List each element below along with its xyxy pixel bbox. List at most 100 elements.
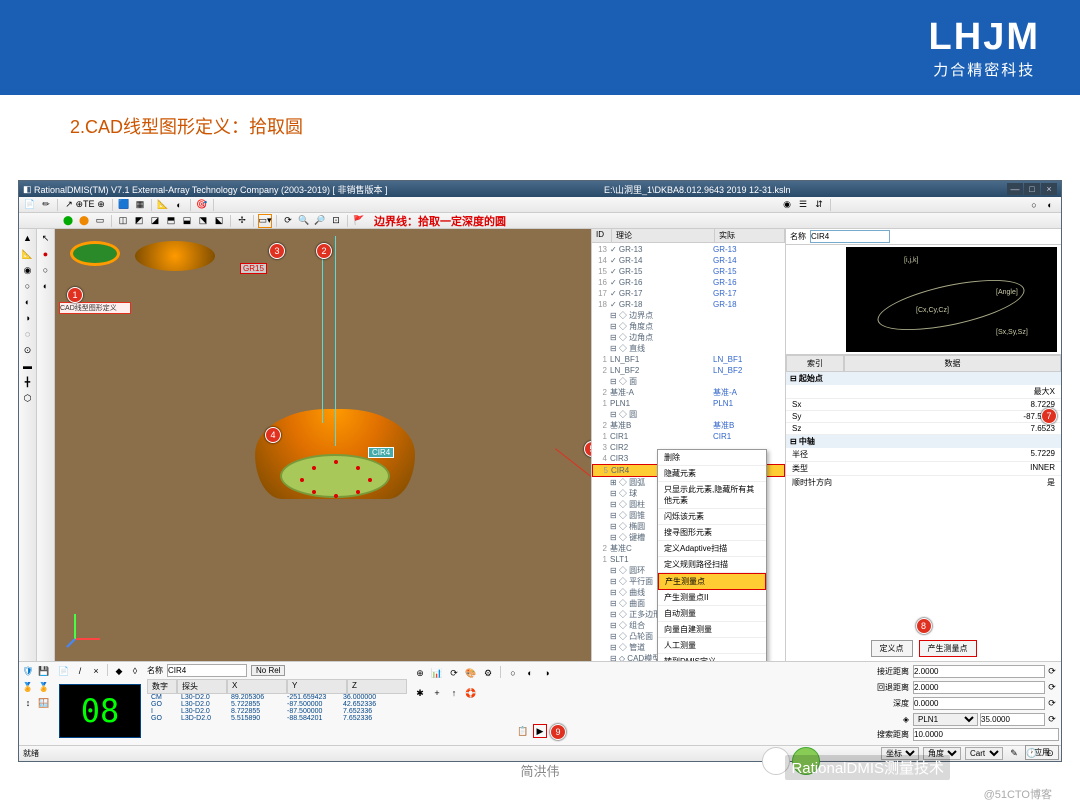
feature-tree[interactable]: ID 理论 实际 13✓ GR-13GR-1314✓ GR-14GR-1415✓… (591, 229, 786, 661)
tree-row[interactable]: ⊟ ◇ 圆 (592, 409, 785, 420)
preview-3d[interactable]: [i,j,k] [Angle] [Cx,Cy,Cz] [Sx,Sy,Sz] (846, 247, 1057, 352)
view-icon[interactable]: ⟳ (281, 214, 295, 228)
bl-icon[interactable]: 🪟 (37, 696, 51, 710)
mt-icon[interactable]: ◑ (540, 666, 554, 680)
prop-name-input[interactable] (810, 230, 890, 243)
tree-row[interactable]: ⊟ ◇ 面 (592, 376, 785, 387)
mt-icon[interactable]: ○ (506, 666, 520, 680)
tree-row[interactable]: ⊟ ◇ 边界点 (592, 310, 785, 321)
tree-row[interactable]: 16✓ GR-16GR-16 (592, 277, 785, 288)
ctx-item[interactable]: 隐藏元素 (658, 466, 766, 482)
coord-row[interactable]: CML30-D2.089.205306-251.65942336.000000 (147, 694, 407, 701)
view-icon[interactable]: 🚩 (352, 214, 366, 228)
lt2-icon[interactable]: ↖ (39, 231, 53, 245)
lt-icon[interactable]: ╋ (21, 375, 35, 389)
bl-icon[interactable]: 🏅 (37, 680, 51, 694)
param-input[interactable] (913, 681, 1045, 694)
mini-icon[interactable]: ◊ (128, 664, 142, 678)
prop-tab-index[interactable]: 索引 (786, 355, 844, 372)
tree-row[interactable]: ⊟ ◇ 直线 (592, 343, 785, 354)
mt-icon[interactable]: 🛟 (464, 686, 478, 700)
tree-row[interactable]: 17✓ GR-17GR-17 (592, 288, 785, 299)
generate-points-button[interactable]: 产生测量点 (919, 640, 977, 657)
prop-tab-data[interactable]: 数据 (844, 355, 1061, 372)
lt-icon[interactable]: ◑ (21, 311, 35, 325)
lt-icon[interactable]: 📐 (21, 247, 35, 261)
prop-row[interactable]: 半径5.7229 (786, 448, 1061, 462)
tool-icon[interactable]: ⇵ (812, 198, 826, 212)
lt-icon[interactable]: ▬ (21, 359, 35, 373)
mt-icon[interactable]: 📋 (516, 724, 530, 738)
tool-icon[interactable]: ▦ (133, 198, 147, 212)
lt2-icon[interactable]: ○ (39, 263, 53, 277)
tree-row[interactable]: 2 基准B基准B (592, 420, 785, 431)
lt2-icon[interactable]: ● (39, 247, 53, 261)
mt-icon[interactable]: ⟳ (447, 666, 461, 680)
maximize-button[interactable]: □ (1024, 183, 1040, 195)
tool-icon[interactable]: ◐ (172, 198, 186, 212)
st-icon[interactable]: ⊙ (1043, 747, 1057, 761)
tool-icon[interactable]: 📄 (23, 198, 37, 212)
status-sel-3[interactable]: Cart (965, 747, 1003, 760)
ctx-item[interactable]: 删除 (658, 450, 766, 466)
tree-row[interactable]: 2 LN_BF2LN_BF2 (592, 365, 785, 376)
lt-icon[interactable]: ◌ (21, 327, 35, 341)
ctx-item[interactable]: 转到DMIS定义 (658, 654, 766, 661)
view-icon[interactable]: ⬤ (61, 214, 75, 228)
view-icon[interactable]: ⬒ (164, 214, 178, 228)
param-icon[interactable]: ⟳ (1045, 696, 1059, 710)
define-point-button[interactable]: 定义点 (871, 640, 913, 657)
ctx-item[interactable]: 向量自建测量 (658, 622, 766, 638)
prop-row[interactable]: Sy-87.5000 (786, 411, 1061, 423)
prop-row[interactable]: 顺时针方向是 (786, 476, 1061, 487)
param-input[interactable] (913, 697, 1045, 710)
tool-icon[interactable]: 🟦 (117, 198, 131, 212)
mt-icon[interactable]: ▶ (533, 724, 547, 738)
lt-icon[interactable]: ◉ (21, 263, 35, 277)
lt-icon[interactable]: ○ (21, 279, 35, 293)
ctx-item[interactable]: 产生测量点II (658, 590, 766, 606)
tree-row[interactable]: ⊟ ◇ 角度点 (592, 321, 785, 332)
lt2-icon[interactable]: ◐ (39, 279, 53, 293)
prop-row[interactable]: 类型INNER (786, 462, 1061, 476)
tool-icon[interactable]: ✏ (39, 198, 53, 212)
tool-icon[interactable]: ◐ (1043, 198, 1057, 212)
param-icon[interactable]: ⟳ (1045, 680, 1059, 694)
lt-icon[interactable]: ▲ (21, 231, 35, 245)
bl-icon[interactable]: 💾 (37, 664, 51, 678)
mt-icon[interactable]: ◐ (523, 666, 537, 680)
tree-row[interactable]: 1 LN_BF1LN_BF1 (592, 354, 785, 365)
st-icon[interactable]: ✎ (1007, 747, 1021, 761)
mt-icon[interactable]: + (430, 686, 444, 700)
tool-icon[interactable]: ◉ (780, 198, 794, 212)
view-icon[interactable]: ⬤ (77, 214, 91, 228)
tool-icon[interactable]: 📐 (156, 198, 170, 212)
prop-row[interactable]: Sz7.6523 (786, 423, 1061, 435)
lt-icon[interactable]: ⊙ (21, 343, 35, 357)
context-menu[interactable]: 删除隐藏元素只显示此元素,隐藏所有其他元素闪烁该元素搜寻图形元素定义Adapti… (657, 449, 767, 661)
tree-row[interactable]: 1 CIR1CIR1 (592, 431, 785, 442)
view-icon[interactable]: ◩ (132, 214, 146, 228)
st-icon[interactable]: 🕐 (1025, 747, 1039, 761)
mt-icon[interactable]: ⚙ (481, 666, 495, 680)
tool-icon[interactable]: ☰ (796, 198, 810, 212)
view-icon[interactable]: 🔎 (313, 214, 327, 228)
3d-viewport[interactable]: CIR4 GR15 1 CAD线型图形定义 2 3 4 5 (55, 229, 591, 661)
ctx-item[interactable]: 闪烁该元素 (658, 509, 766, 525)
prop-row[interactable]: 最大X (786, 385, 1061, 399)
norel-button[interactable]: No Rel (251, 665, 285, 676)
ctx-item[interactable]: 自动测量 (658, 606, 766, 622)
view-icon[interactable]: 🔍 (297, 214, 311, 228)
view-icon[interactable]: ⬔ (196, 214, 210, 228)
tool-icon[interactable]: ⊕ (94, 198, 108, 212)
ctx-item[interactable]: 只显示此元素,隐藏所有其他元素 (658, 482, 766, 509)
close-button[interactable]: × (1041, 183, 1057, 195)
tree-row[interactable]: 2 基准-A基准-A (592, 387, 785, 398)
param-icon[interactable]: ⟳ (1045, 664, 1059, 678)
tool-icon[interactable]: ○ (1027, 198, 1041, 212)
ctx-item[interactable]: 搜寻图形元素 (658, 525, 766, 541)
mt-icon[interactable]: 🎨 (464, 666, 478, 680)
view-icon[interactable]: ⬓ (180, 214, 194, 228)
bl-icon[interactable]: 🏅 (21, 680, 35, 694)
mini-icon[interactable]: × (89, 664, 103, 678)
